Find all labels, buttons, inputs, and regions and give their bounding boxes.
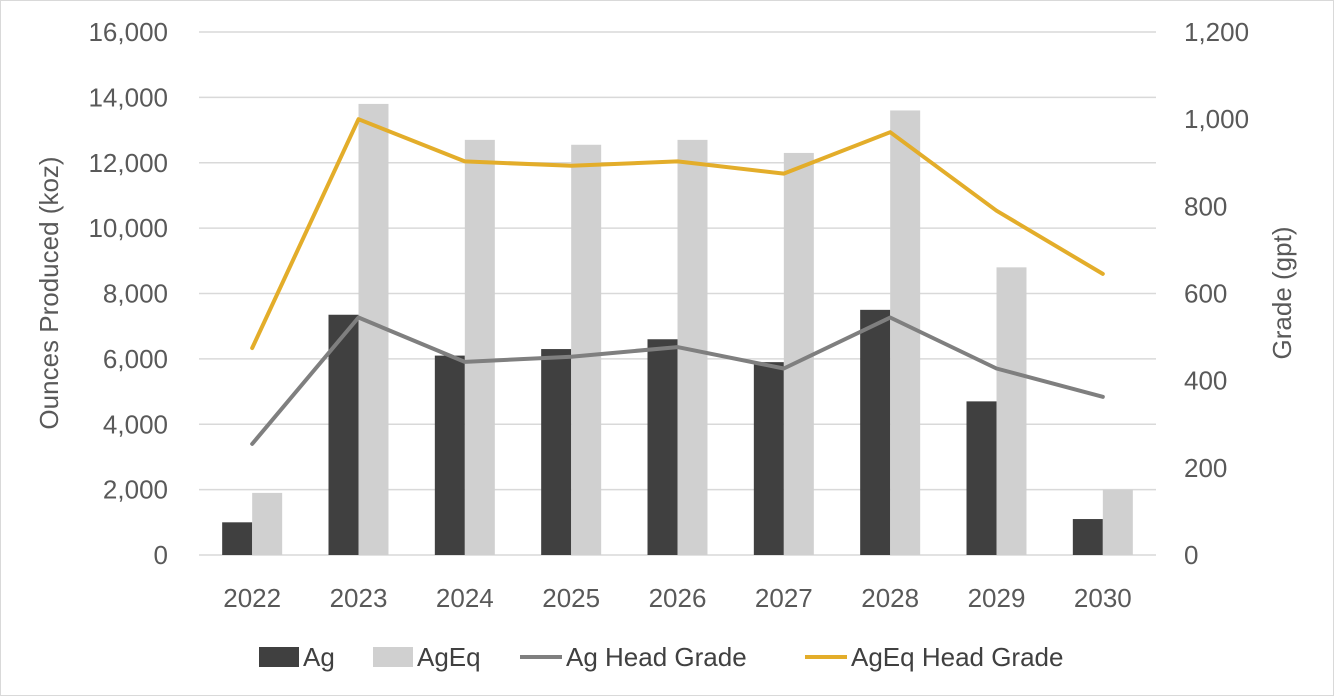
- left-tick-label: 14,000: [88, 82, 168, 112]
- bars: [222, 103, 1133, 555]
- bar-ag: [647, 339, 678, 555]
- x-tick-label: 2023: [330, 583, 388, 613]
- left-tick-label: 4,000: [103, 409, 168, 439]
- bar-ag: [328, 314, 359, 555]
- legend-swatch-ag: [259, 647, 299, 667]
- bar-ageq: [783, 152, 814, 555]
- right-tick-label: 800: [1184, 191, 1227, 221]
- right-tick-label: 1,200: [1184, 17, 1249, 47]
- lines: [250, 117, 1105, 446]
- bar-ag: [966, 401, 997, 555]
- bar-ageq: [996, 267, 1027, 555]
- bar-ageq: [890, 110, 921, 555]
- x-tick-label: 2029: [968, 583, 1026, 613]
- bar-ageq: [464, 139, 495, 555]
- left-axis-title: Ounces Produced (koz): [34, 156, 64, 429]
- x-tick-label: 2022: [223, 583, 281, 613]
- left-tick-label: 0: [154, 540, 168, 570]
- legend-label-ag: Ag: [303, 642, 335, 672]
- legend-label-ageq: AgEq: [417, 642, 481, 672]
- legend-label-ageq-head-grade: AgEq Head Grade: [851, 642, 1063, 672]
- bar-ag: [1072, 519, 1103, 555]
- bar-ageq: [1102, 489, 1133, 555]
- right-tick-label: 200: [1184, 453, 1227, 483]
- bar-ageq: [571, 144, 602, 555]
- x-tick-label: 2025: [542, 583, 600, 613]
- left-tick-label: 16,000: [88, 17, 168, 47]
- right-tick-label: 600: [1184, 279, 1227, 309]
- legend: Ag AgEq Ag Head Grade AgEq Head Grade: [259, 642, 1063, 672]
- right-axis-title: Grade (gpt): [1267, 227, 1297, 360]
- bar-ag: [541, 349, 572, 555]
- bar-ag: [860, 309, 891, 555]
- bar-ag: [434, 355, 465, 555]
- right-tick-label: 0: [1184, 540, 1198, 570]
- line-ageq-head-grade: [250, 117, 1105, 350]
- left-tick-label: 6,000: [103, 344, 168, 374]
- right-axis-ticks: 0 200 400 600 800 1,000 1,200: [1184, 17, 1249, 570]
- left-axis-ticks: 0 2,000 4,000 6,000 8,000 10,000 12,000 14,000 1…: [88, 17, 168, 570]
- x-tick-label: 2027: [755, 583, 813, 613]
- right-tick-label: 400: [1184, 366, 1227, 396]
- right-tick-label: 1,000: [1184, 104, 1249, 134]
- bar-ageq: [252, 492, 283, 555]
- left-tick-label: 10,000: [88, 213, 168, 243]
- x-axis-ticks: 2022 2023 2024 2025 2026 2027 2028 2029 2030: [223, 583, 1132, 613]
- x-tick-label: 2028: [861, 583, 919, 613]
- legend-label-ag-head-grade: Ag Head Grade: [566, 642, 747, 672]
- legend-swatch-ageq: [373, 647, 413, 667]
- line-ag-head-grade: [250, 315, 1105, 446]
- x-tick-label: 2030: [1074, 583, 1132, 613]
- x-tick-label: 2024: [436, 583, 494, 613]
- x-tick-label: 2026: [649, 583, 707, 613]
- bar-ag: [222, 522, 253, 555]
- left-tick-label: 12,000: [88, 148, 168, 178]
- bar-ag: [753, 362, 784, 555]
- left-tick-label: 2,000: [103, 475, 168, 505]
- left-tick-label: 8,000: [103, 279, 168, 309]
